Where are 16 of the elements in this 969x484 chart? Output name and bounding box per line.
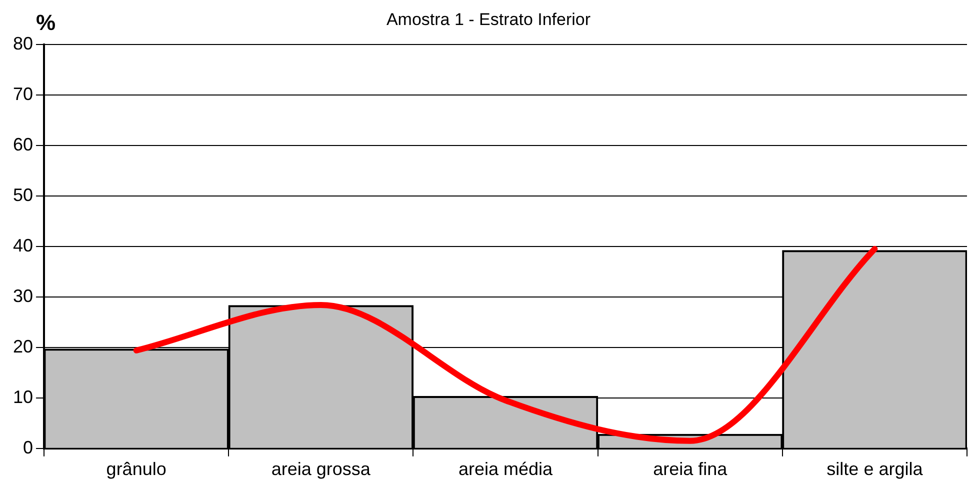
y-tick-label: 10 [12,386,34,407]
x-tick-label: areia fina [653,459,728,480]
y-tick-label: 40 [12,235,34,256]
y-tick-label: 0 [23,437,34,458]
y-tick-label: 70 [12,84,34,104]
x-tick-label: grânulo [106,459,166,480]
y-tick-label: 20 [12,336,34,356]
y-tick-label: 50 [12,184,34,205]
x-tick-label: areia grossa [271,459,372,480]
chart-title: Amostra 1 - Estrato Inferior [386,10,591,29]
y-tick-label: 80 [12,33,34,54]
y-axis-title: % [36,10,56,36]
x-tick-label: areia média [458,459,554,480]
y-tick-label: 60 [12,134,34,154]
y-tick-label: 30 [12,286,34,306]
x-tick-label: silte e argila [826,459,924,480]
